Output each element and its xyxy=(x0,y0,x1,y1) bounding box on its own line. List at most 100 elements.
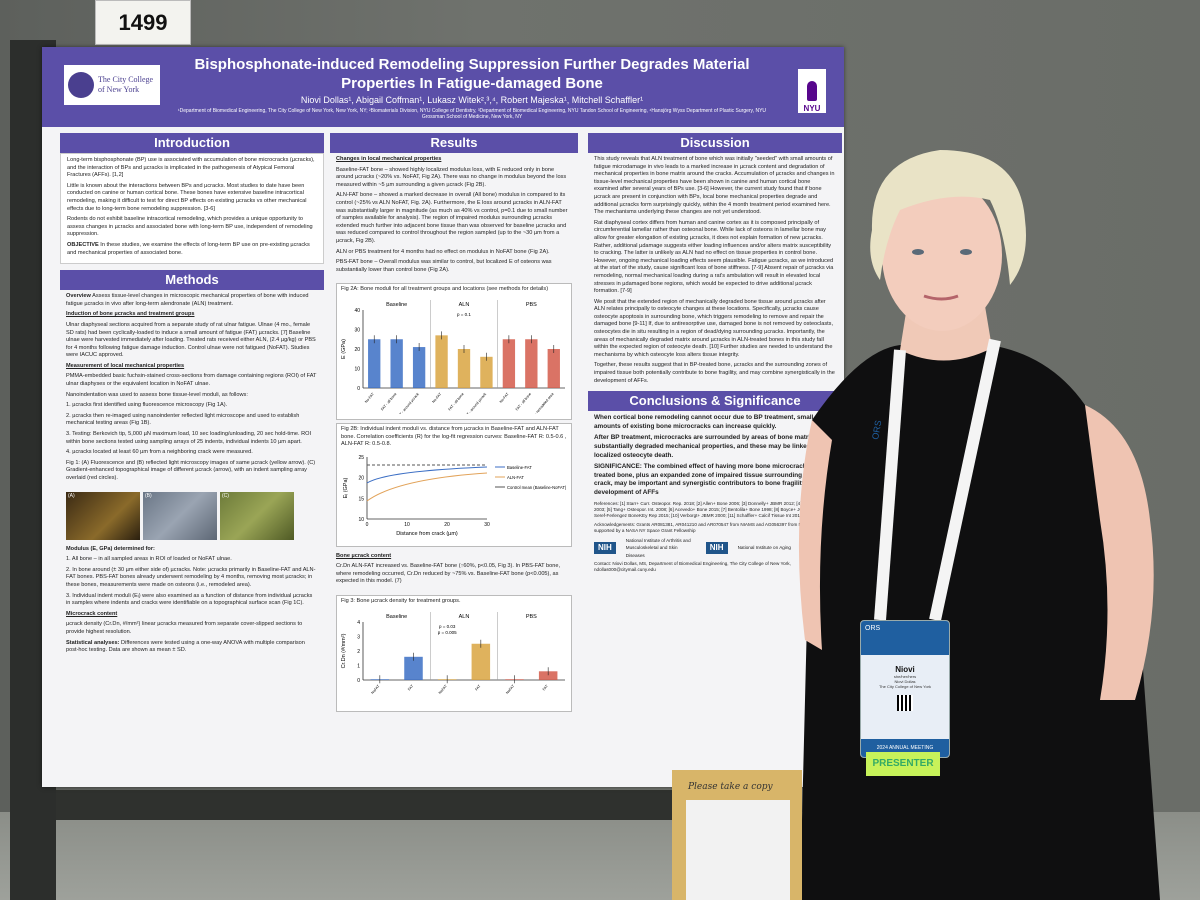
fig3-tick-label: 1 xyxy=(357,663,360,669)
measurement-item: 3. Testing: Berkovich tip, 5,000 µN maxi… xyxy=(66,431,312,445)
content-text: Cr.Dn ALN-FAT increased vs. Baseline-FAT… xyxy=(336,563,561,585)
intro-bullet: Long-term bisphosphonate (BP) use is ass… xyxy=(67,157,315,179)
measurement-item: 1. µcracks first identified using fluore… xyxy=(66,402,228,409)
nia-name: National Institute on Aging xyxy=(737,545,791,551)
fig2a-group-label: ALN xyxy=(459,302,470,308)
fig3-pvalue: p = 0.03 xyxy=(439,624,456,629)
fig3: Fig 3: Bone µcrack density for treatment… xyxy=(336,595,572,712)
objective-label: OBJECTIVE xyxy=(67,241,99,248)
fig3-category-label: FAT xyxy=(474,683,482,691)
fig2a-tick-label: 40 xyxy=(354,308,360,314)
fig1c-topography-image: (C) xyxy=(220,491,294,540)
content-heading: Bone µcrack content xyxy=(336,552,392,559)
discussion-paragraph: We posit that the extended region of mec… xyxy=(594,298,834,358)
fig3-category-label: NoFAT xyxy=(438,683,449,695)
contact: Contact: Niovi Dollas, MS, Department of… xyxy=(594,561,791,573)
flyer-note: Please take a copy xyxy=(688,782,773,792)
poster-board-ledge xyxy=(56,790,676,820)
measurement-item: PMMA-embedded basic fuchsin-stained cros… xyxy=(66,373,317,388)
fig3-tick-label: 2 xyxy=(357,649,360,655)
discussion-body: This study reveals that ALN treatment of… xyxy=(588,153,842,391)
methods-body: Overview Assess tissue-level changes in … xyxy=(66,293,317,481)
poster-affiliations: ¹Department of Biomedical Engineering, T… xyxy=(177,108,767,120)
flyer-handout[interactable] xyxy=(686,800,790,900)
methods-body-2: Modulus (E, GPa) determined for: 1. All … xyxy=(60,543,324,661)
fig2b-ylabel: Eᵢ (GPa) xyxy=(343,477,349,498)
modulus-heading: Modulus (E, GPa) determined for: xyxy=(66,545,155,552)
niams-name: National Institute of Arthritis and Musc… xyxy=(625,537,691,558)
measurement-item: 4. µcracks located at least 60 µm from a… xyxy=(66,449,253,456)
badge-institution: The City College of New York xyxy=(878,684,932,689)
intro-bullet: Rodents do not exhibit baseline intracor… xyxy=(67,216,313,238)
face xyxy=(882,179,1002,331)
conclusion-bullet: When cortical bone remodeling cannot occ… xyxy=(594,414,814,430)
fig3-group-label: PBS xyxy=(526,614,537,620)
lanyard-right xyxy=(929,338,1001,622)
fig2a-bar xyxy=(390,339,403,388)
nih-logo-icon: NIH xyxy=(594,542,616,554)
badge-pronouns: she/her/hers xyxy=(893,674,917,679)
fig2a: Fig 2A: Bone moduli for all treatment gr… xyxy=(336,283,572,421)
left-eye xyxy=(912,249,924,255)
fig2b-caption: Fig 2B: Individual indent moduli vs. dis… xyxy=(341,425,567,448)
nih-logo-icon: NIH xyxy=(705,542,728,554)
fig2a-group-label: PBS xyxy=(526,302,537,308)
column-left: Introduction Long-term bisphosphonate (B… xyxy=(60,133,324,661)
badge-full-name: Niovi Dollas xyxy=(894,679,916,684)
stats-text: Differences were tested using a one-way … xyxy=(66,639,305,654)
fig2a-bar xyxy=(435,335,448,388)
measurement-item: 2. µcracks then re-imaged using nanoinde… xyxy=(66,412,300,427)
microcrack-heading: Microcrack content xyxy=(66,610,118,617)
fig2b-tick-label: 0 xyxy=(366,522,369,528)
qr-code-icon xyxy=(897,695,913,711)
fig2b-series-line xyxy=(366,466,488,484)
result-item: ALN-FAT bone – showed a marked decrease … xyxy=(336,192,568,244)
fig1-panels: (A) (B) (C) xyxy=(60,489,324,543)
column-middle: Results Changes in local mechanical prop… xyxy=(330,133,578,715)
nyu-logo: NYU xyxy=(798,69,826,113)
result-item: PBS-FAT bone – Overall modulus was simil… xyxy=(336,259,552,273)
fig3-caption: Fig 3: Bone µcrack density for treatment… xyxy=(341,598,461,605)
references: References: [1] Starr+ Curr. Osteopor. R… xyxy=(594,500,827,518)
fig3-category-label: NoFAT xyxy=(505,683,516,695)
mouth xyxy=(923,294,959,301)
fig2b-tick-label: 10 xyxy=(358,517,364,523)
fig2a-bar xyxy=(412,346,426,388)
acknowledgements: Acknowledgements: Grants AR081381, AR041… xyxy=(594,521,825,533)
fig3-bar xyxy=(538,670,558,680)
microcrack-text: µcrack density (Cr.Dn, #/mm²) linear µcr… xyxy=(66,621,303,635)
results-heading: Results xyxy=(330,133,578,153)
fig3-bar xyxy=(404,656,423,680)
fig2a-bar xyxy=(525,339,538,388)
fig3-group-label: ALN xyxy=(459,614,470,620)
modulus-item: 2. In bone around (± 30 µm either side o… xyxy=(66,566,316,588)
fig2b: Fig 2B: Individual indent moduli vs. dis… xyxy=(336,422,572,547)
fig2a-category-label: No-FAT xyxy=(431,391,442,403)
fig2b-series-line xyxy=(366,472,488,502)
fig2a-category-label: No-FAT xyxy=(499,391,510,403)
fig1-caption: Fig 1: (A) Fluorescence and (B) reflecte… xyxy=(66,459,316,481)
fig2b-tick-label: 15 xyxy=(358,496,364,502)
fig3-tick-label: 4 xyxy=(357,620,360,626)
objective-text: In these studies, we examine the effects… xyxy=(67,241,310,256)
nih-logos: NIH National Institute of Arthritis and … xyxy=(594,537,836,560)
fig3-pvalue: p = 0.005 xyxy=(438,630,457,635)
fig2a-caption: Fig 2A: Bone moduli for all treatment gr… xyxy=(341,286,549,293)
fig3-group-label: Baseline xyxy=(386,614,407,620)
discussion-paragraph: Together, these results suggest that in … xyxy=(594,362,835,384)
fig1a-fluorescence-image: (A) xyxy=(66,491,140,540)
poster-title: Bisphosphonate-induced Remodeling Suppre… xyxy=(194,56,750,92)
methods-heading: Methods xyxy=(60,270,324,291)
fig2a-bar xyxy=(368,339,381,388)
fig3-category-label: NoFAT xyxy=(371,683,382,695)
discussion-paragraph: This study reveals that ALN treatment of… xyxy=(594,156,835,216)
fig2b-legend-label: ALN-FAT xyxy=(507,475,524,480)
measurement-item: Nanoindentation was used to assess bone … xyxy=(66,391,248,398)
introduction-heading: Introduction xyxy=(60,133,324,153)
poster-authors: Niovi Dollas¹, Abigail Coffman¹, Lukasz … xyxy=(300,95,644,105)
fig2a-pvalue: p = 0.1 xyxy=(457,312,471,317)
fig2a-tick-label: 0 xyxy=(357,386,360,392)
right-eye xyxy=(960,249,972,255)
